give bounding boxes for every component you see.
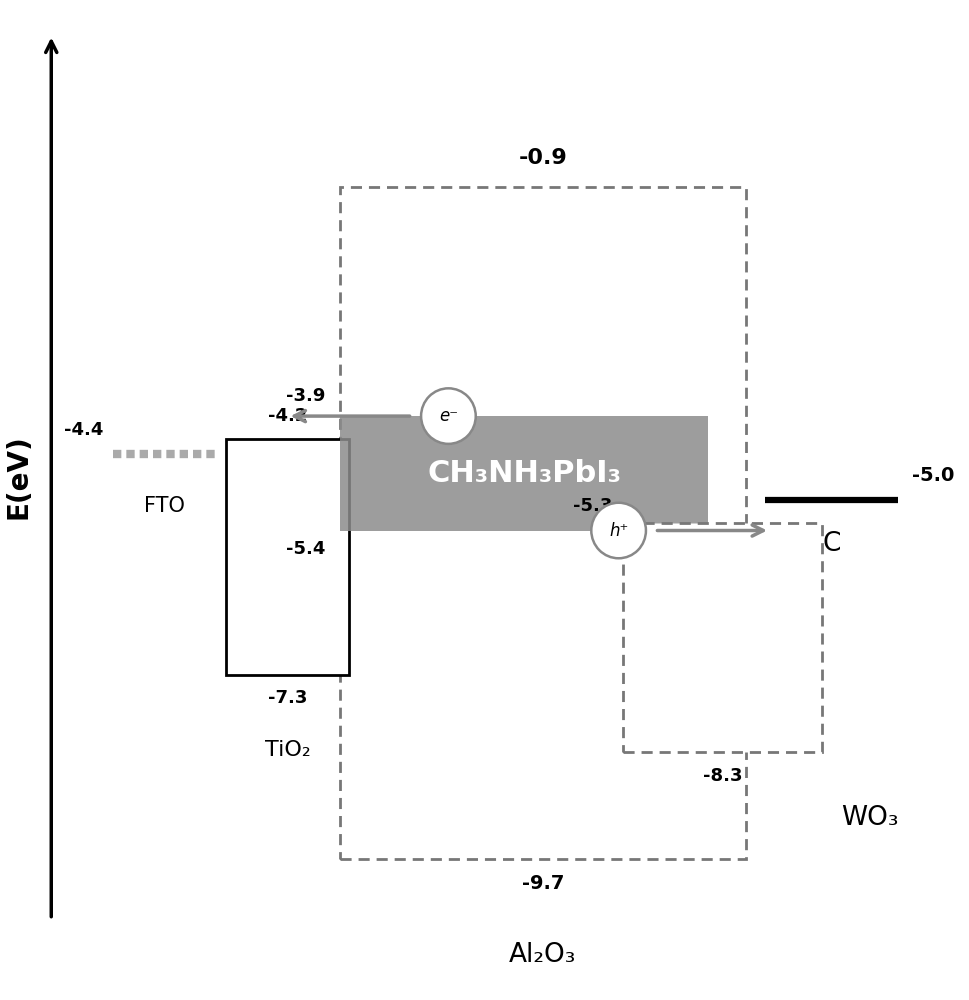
Text: Al₂O₃: Al₂O₃ bbox=[510, 942, 577, 968]
Bar bbox=[623, 523, 822, 752]
Text: -8.3: -8.3 bbox=[703, 767, 742, 785]
Text: E(eV): E(eV) bbox=[4, 435, 32, 519]
Bar bbox=[226, 439, 349, 675]
Ellipse shape bbox=[422, 388, 476, 444]
Text: CH₃NH₃PbI₃: CH₃NH₃PbI₃ bbox=[427, 459, 621, 488]
Bar bbox=[340, 187, 746, 859]
Text: -5.4: -5.4 bbox=[286, 540, 326, 558]
Text: -5.3: -5.3 bbox=[573, 497, 612, 515]
Text: -0.9: -0.9 bbox=[518, 148, 567, 168]
Text: -7.3: -7.3 bbox=[268, 689, 307, 707]
Text: -3.9: -3.9 bbox=[286, 387, 326, 405]
Text: FTO: FTO bbox=[144, 496, 185, 516]
Text: h⁺: h⁺ bbox=[609, 522, 628, 540]
Text: -4.2: -4.2 bbox=[268, 407, 307, 425]
Text: C: C bbox=[822, 531, 840, 557]
Text: -5.0: -5.0 bbox=[912, 466, 954, 485]
Text: -9.7: -9.7 bbox=[521, 874, 564, 893]
Text: WO₃: WO₃ bbox=[841, 805, 898, 831]
Ellipse shape bbox=[591, 503, 646, 558]
Text: TiO₂: TiO₂ bbox=[265, 740, 310, 760]
Text: -4.4: -4.4 bbox=[64, 421, 104, 439]
Text: e⁻: e⁻ bbox=[439, 407, 458, 425]
Bar bbox=[340, 416, 708, 531]
